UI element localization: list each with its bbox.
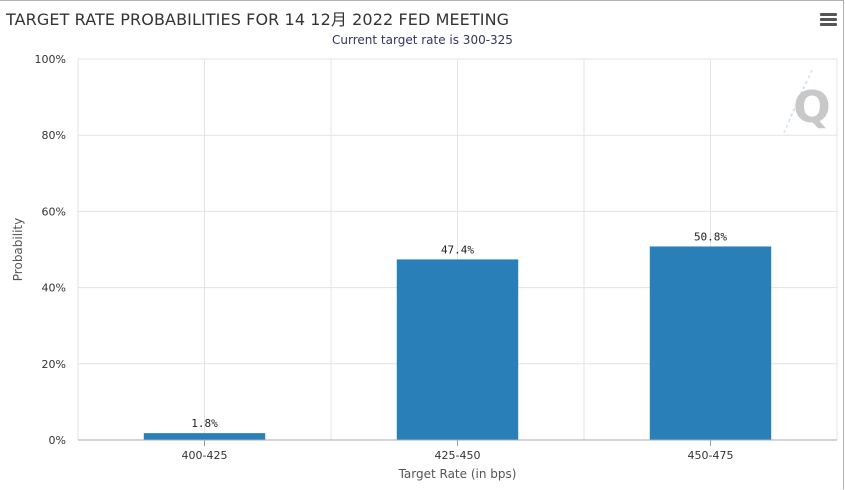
- x-tick-label: 425-450: [435, 449, 481, 462]
- bar[interactable]: [649, 246, 772, 440]
- y-tick-label: 80%: [42, 129, 66, 142]
- hamburger-menu-icon[interactable]: [820, 13, 840, 31]
- x-axis-ticks: 400-425 425-450 450-475: [182, 440, 734, 462]
- y-tick-label: 20%: [42, 358, 66, 371]
- chart-subtitle: Current target rate is 300-325: [332, 33, 513, 47]
- data-label: 47.4%: [441, 243, 474, 256]
- svg-text:Q: Q: [793, 82, 830, 133]
- bar[interactable]: [396, 259, 519, 440]
- bars: [143, 246, 772, 440]
- y-axis-ticks: 0% 20% 40% 60% 80% 100%: [35, 53, 66, 447]
- data-label: 50.8%: [694, 230, 727, 243]
- x-axis-title: Target Rate (in bps): [398, 467, 517, 481]
- y-tick-label: 0%: [49, 434, 66, 447]
- data-label: 1.8%: [191, 417, 218, 430]
- q-logo-icon: Q: [782, 69, 831, 136]
- chart-title: TARGET RATE PROBABILITIES FOR 14 12月 202…: [6, 10, 510, 29]
- bar[interactable]: [143, 433, 266, 440]
- x-tick-label: 450-475: [688, 449, 734, 462]
- data-labels: 1.8% 47.4% 50.8%: [191, 230, 727, 430]
- y-axis-title: Probability: [11, 218, 25, 281]
- x-tick-label: 400-425: [182, 449, 228, 462]
- y-tick-label: 40%: [42, 282, 66, 295]
- y-tick-label: 60%: [42, 205, 66, 218]
- y-tick-label: 100%: [35, 53, 66, 66]
